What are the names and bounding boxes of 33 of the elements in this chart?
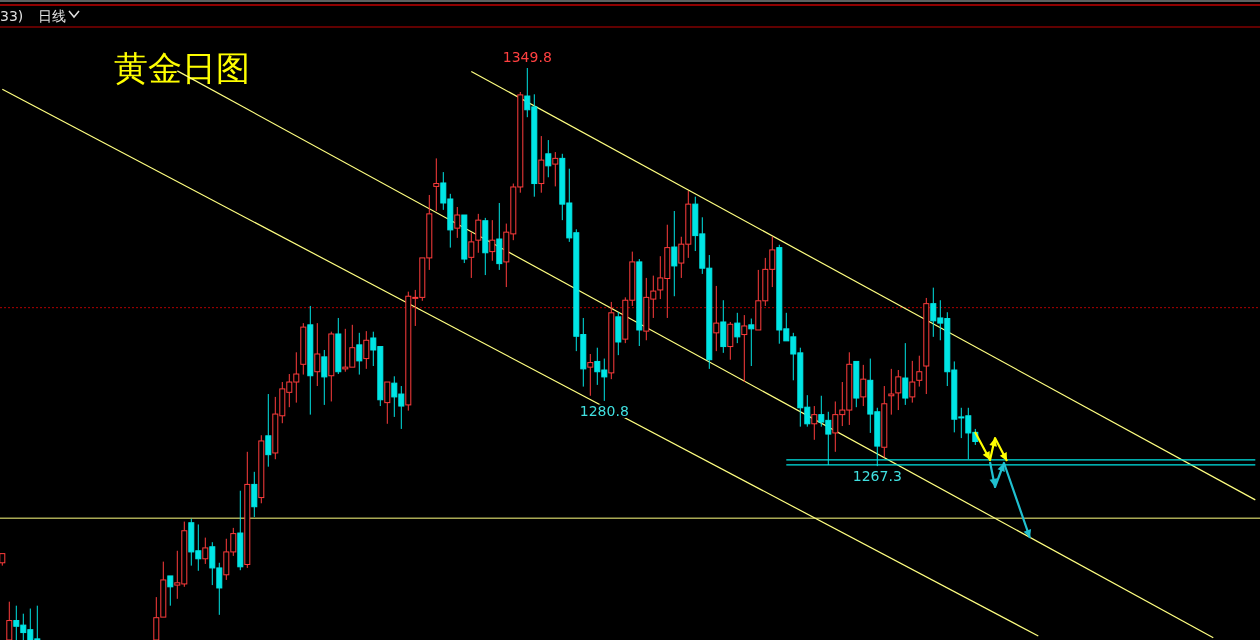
candlestick — [916, 355, 923, 388]
candlestick — [384, 381, 391, 425]
text: 33) — [0, 8, 24, 24]
candlestick — [433, 157, 440, 212]
candlestick — [881, 385, 888, 459]
candlestick — [552, 151, 559, 187]
candlestick — [545, 139, 552, 178]
candlestick — [307, 305, 314, 416]
candlestick — [237, 490, 244, 571]
candlestick — [468, 231, 475, 279]
text: 日线 — [38, 8, 66, 24]
candlestick — [356, 332, 363, 376]
candlestick — [265, 393, 272, 468]
candlestick — [167, 575, 174, 607]
candlestick — [251, 471, 258, 518]
candlestick — [741, 314, 748, 383]
candlestick — [713, 285, 720, 352]
candlestick — [202, 537, 209, 565]
candlestick — [475, 213, 482, 254]
candlestick — [727, 321, 734, 361]
annotation: 1349.8 — [502, 49, 552, 65]
candlestick — [314, 322, 321, 387]
candlestick — [671, 210, 678, 297]
chart-title: 黄金日图 — [114, 48, 250, 88]
candlestick — [363, 330, 370, 370]
annotation: 1267.3 — [852, 468, 902, 485]
candlestick — [244, 451, 251, 569]
candlestick — [496, 202, 503, 271]
candlestick — [538, 135, 545, 194]
candlestick — [720, 299, 727, 354]
candlestick — [734, 312, 741, 344]
candlestick — [489, 219, 496, 262]
candlestick — [335, 317, 342, 375]
